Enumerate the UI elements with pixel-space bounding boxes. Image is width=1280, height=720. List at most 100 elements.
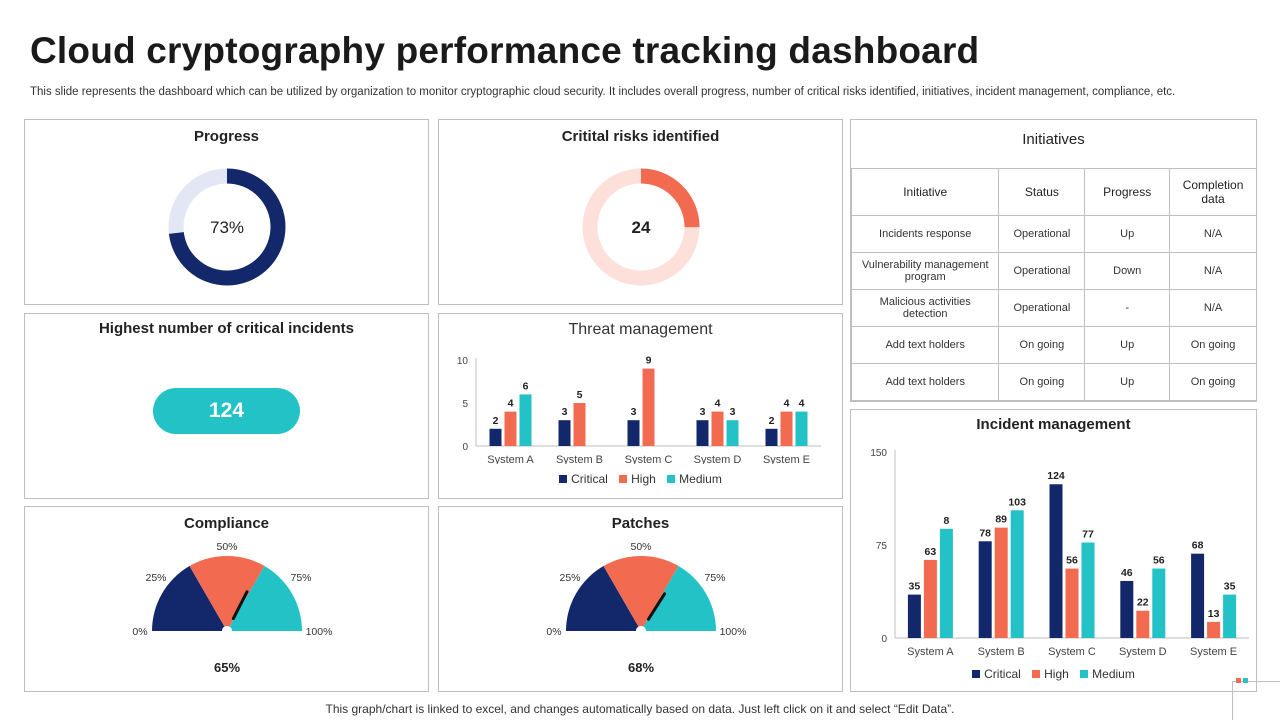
table-cell: On going xyxy=(1169,363,1257,401)
compliance-panel: Compliance 0% 25% 50% 75% 100% 65% xyxy=(24,506,429,692)
bar-data-label: 6 xyxy=(523,380,529,392)
slide-corner xyxy=(1232,678,1280,720)
bar-data-label: 77 xyxy=(1082,529,1094,541)
page-title: Cloud cryptography performance tracking … xyxy=(30,30,980,71)
column-header: Completion data xyxy=(1169,168,1257,216)
patches-label-75: 75% xyxy=(704,572,725,584)
threat-legend: Critical High Medium xyxy=(439,472,842,486)
table-cell: N/A xyxy=(1169,289,1257,327)
threat-panel: Threat management 10 5 0 System A 2 4 6 System … xyxy=(438,313,843,499)
bar-critical xyxy=(978,541,992,638)
gauge-segment xyxy=(643,566,716,631)
bar-data-label: 35 xyxy=(1224,581,1236,593)
bar-medium xyxy=(1081,542,1095,638)
compliance-value: 65% xyxy=(214,660,240,675)
incident-mgmt-panel: Incident management 150 75 0 System A 35 63 8 S… xyxy=(850,409,1257,692)
bar-high xyxy=(1136,610,1150,638)
bar-critical xyxy=(1191,553,1205,638)
footer-note: This graph/chart is linked to excel, and… xyxy=(325,702,955,716)
y-tick-label: 0 xyxy=(881,634,887,645)
bar-high xyxy=(923,559,937,638)
bar-data-label: 68 xyxy=(1192,540,1204,552)
patches-title: Patches xyxy=(611,515,670,532)
bar-data-label: 103 xyxy=(1008,496,1026,508)
bar-data-label: 56 xyxy=(1066,555,1078,567)
compliance-label-100: 100% xyxy=(306,626,333,638)
legend-critical: Critical xyxy=(559,472,608,486)
bar-critical xyxy=(627,420,640,446)
table-cell: Incidents response xyxy=(850,215,1000,253)
bar-high xyxy=(573,403,586,446)
legend-medium-label: Medium xyxy=(1092,667,1135,681)
bar-medium xyxy=(726,420,739,446)
y-tick-label: 0 xyxy=(462,442,468,453)
column-header: Initiative xyxy=(850,168,1000,216)
table-cell: Up xyxy=(1084,326,1171,364)
patches-value: 68% xyxy=(628,660,654,675)
incident-legend: Critical High Medium xyxy=(851,667,1256,681)
legend-critical-label: Critical xyxy=(571,472,608,486)
highest-incidents-title: Highest number of critical incidents xyxy=(98,320,355,337)
bar-data-label: 124 xyxy=(1047,470,1065,482)
x-tick-label: System C xyxy=(625,454,673,464)
bar-data-label: 13 xyxy=(1208,608,1220,620)
logo-mark-icon xyxy=(1236,678,1248,683)
bar-high xyxy=(780,411,793,446)
patches-label-100: 100% xyxy=(720,626,747,638)
table-cell: Down xyxy=(1084,252,1171,290)
bar-data-label: 3 xyxy=(562,406,568,418)
bar-critical xyxy=(1120,580,1134,638)
progress-donut: 73% xyxy=(168,168,286,286)
bar-data-label: 35 xyxy=(909,581,921,593)
patches-label-0: 0% xyxy=(546,626,561,638)
bar-data-label: 5 xyxy=(577,389,583,401)
bar-data-label: 4 xyxy=(784,398,790,410)
bar-critical xyxy=(765,428,778,446)
risks-title: Critital risks identified xyxy=(561,128,720,145)
legend-high: High xyxy=(619,472,656,486)
progress-title: Progress xyxy=(193,128,260,145)
table-cell: Operational xyxy=(998,289,1086,327)
bar-data-label: 22 xyxy=(1137,597,1149,609)
progress-value: 73% xyxy=(210,218,244,237)
table-row: Malicious activities detection Operation… xyxy=(850,289,1257,327)
x-tick-label: System E xyxy=(1190,646,1237,658)
legend-medium-label: Medium xyxy=(679,472,722,486)
table-cell: Operational xyxy=(998,252,1086,290)
table-cell: Up xyxy=(1084,363,1171,401)
bar-data-label: 9 xyxy=(646,355,652,367)
legend-high-label: High xyxy=(631,472,656,486)
table-cell: N/A xyxy=(1169,252,1257,290)
threat-title: Threat management xyxy=(568,321,713,338)
gauge-segment xyxy=(189,556,265,627)
patches-panel: Patches 0% 25% 50% 75% 100% 68% xyxy=(438,506,843,692)
highest-incidents-badge: 124 xyxy=(153,388,300,434)
page-subtitle: This slide represents the dashboard whic… xyxy=(30,86,1176,98)
patches-gauge: 0% 25% 50% 75% 100% 68% xyxy=(546,541,747,675)
compliance-label-0: 0% xyxy=(132,626,147,638)
bar-critical xyxy=(907,594,921,638)
bar-data-label: 4 xyxy=(799,398,805,410)
y-tick-label: 10 xyxy=(457,356,469,367)
compliance-title: Compliance xyxy=(183,515,270,532)
risks-panel: Critital risks identified 24 xyxy=(438,119,843,305)
risks-donut: 24 xyxy=(582,168,700,286)
x-tick-label: System D xyxy=(694,454,742,464)
bar-high xyxy=(1207,621,1221,638)
table-cell: On going xyxy=(998,326,1086,364)
initiatives-title: Initiatives xyxy=(1022,131,1085,148)
gauge-segment xyxy=(603,556,679,627)
legend-critical-label: Critical xyxy=(984,667,1021,681)
patches-label-25: 25% xyxy=(559,572,580,584)
bar-critical xyxy=(558,420,571,446)
bar-high xyxy=(1065,568,1079,638)
bar-high xyxy=(504,411,517,446)
x-tick-label: System A xyxy=(487,454,534,464)
bar-medium xyxy=(795,411,808,446)
gauge-segment xyxy=(152,566,225,631)
compliance-label-25: 25% xyxy=(145,572,166,584)
table-cell: Operational xyxy=(998,215,1086,253)
column-header: Status xyxy=(998,168,1086,216)
